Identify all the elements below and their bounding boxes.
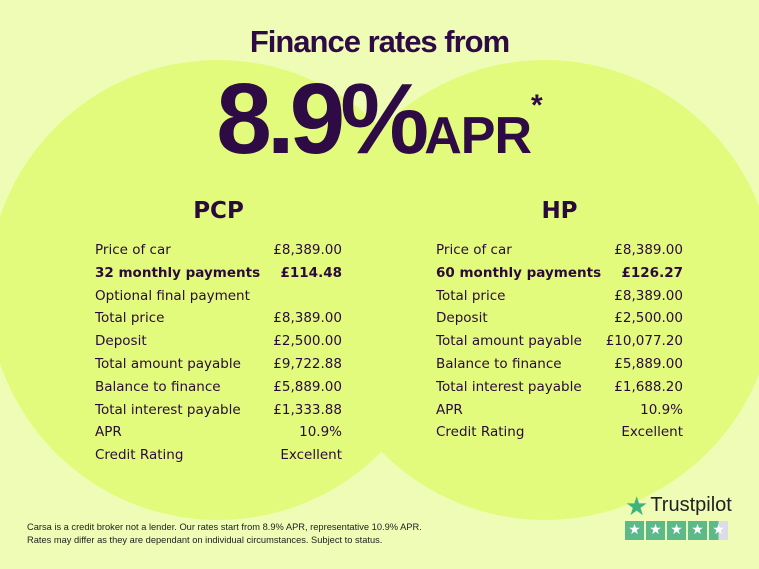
row-value: £10,077.20 (605, 333, 683, 350)
table-row: Total price £8,389.00 (436, 285, 683, 308)
row-label: Balance to finance (436, 355, 562, 372)
disclaimer-line: Rates may differ as they are dependant o… (27, 535, 383, 545)
row-label: 32 monthly payments (95, 264, 261, 281)
row-value: £9,722.88 (273, 355, 342, 372)
row-value: £8,389.00 (273, 242, 342, 258)
row-label: Balance to finance (95, 378, 221, 395)
table-row: 60 monthly payments £126.27 (436, 262, 683, 285)
table-row: Deposit £2,500.00 (436, 307, 683, 330)
row-value: 10.9% (299, 424, 342, 441)
table-row: Deposit £2,500.00 (95, 330, 342, 353)
row-value: £1,333.88 (273, 401, 342, 418)
row-value: £2,500.00 (614, 310, 683, 327)
rating-star-icon: ★ (667, 521, 686, 540)
rating-star-icon: ★ (646, 521, 665, 540)
trustpilot-badge[interactable]: ★ Trustpilot ★ ★ ★ ★ ★ (625, 490, 732, 540)
row-value: £8,389.00 (273, 310, 342, 327)
row-label: 60 monthly payments (436, 264, 602, 281)
table-row: Credit Rating Excellent (436, 421, 683, 444)
table-row: APR 10.9% (95, 421, 342, 444)
row-value: £8,389.00 (614, 242, 683, 258)
rate-display: 8.9%APR* (0, 62, 759, 177)
trustpilot-rating: ★ ★ ★ ★ ★ (625, 521, 732, 540)
disclaimer-line: Carsa is a credit broker not a lender. O… (27, 522, 422, 532)
trustpilot-label: Trustpilot (650, 494, 732, 516)
rating-star-icon: ★ (709, 521, 728, 540)
hp-plan: HP Price of car £8,389.00 60 monthly payme… (436, 198, 683, 444)
decorative-circle-right (315, 60, 759, 520)
row-value: £126.27 (621, 264, 684, 281)
table-row: Total interest payable £1,333.88 (95, 399, 342, 422)
rate-unit: APR (424, 107, 532, 165)
row-value: 10.9% (640, 401, 683, 418)
row-label: Credit Rating (436, 424, 525, 441)
row-label: Optional final payment (95, 287, 250, 304)
table-row: Total amount payable £10,077.20 (436, 330, 683, 353)
table-row: APR 10.9% (436, 399, 683, 422)
disclaimer: Carsa is a credit broker not a lender. O… (27, 521, 422, 547)
table-row: Price of car £8,389.00 (436, 239, 683, 262)
rating-star-icon: ★ (625, 521, 644, 540)
row-label: Total price (436, 287, 506, 304)
table-row: Credit Rating Excellent (95, 444, 342, 467)
row-label: Deposit (436, 310, 488, 327)
row-value: £5,889.00 (614, 355, 683, 372)
row-label: Credit Rating (95, 447, 184, 464)
table-row: Balance to finance £5,889.00 (95, 376, 342, 399)
table-row: Price of car £8,389.00 (95, 239, 342, 262)
table-row: Total price £8,389.00 (95, 307, 342, 330)
row-label: Total amount payable (95, 355, 241, 372)
row-label: APR (95, 424, 122, 441)
row-label: APR (436, 401, 463, 418)
table-row: Optional final payment (95, 285, 342, 308)
row-value: £8,389.00 (614, 287, 683, 304)
row-label: Total price (95, 310, 165, 327)
row-value: Excellent (621, 424, 683, 441)
table-row: Balance to finance £5,889.00 (436, 353, 683, 376)
row-label: Deposit (95, 333, 147, 350)
table-row: Total amount payable £9,722.88 (95, 353, 342, 376)
table-row: 32 monthly payments £114.48 (95, 262, 342, 285)
row-value: £1,688.20 (614, 378, 683, 395)
plan-title: HP (541, 198, 578, 224)
star-icon: ★ (625, 490, 649, 521)
pcp-plan: PCP Price of car £8,389.00 32 monthly paym… (95, 198, 342, 467)
row-value: Excellent (280, 447, 342, 464)
rate-value: 8.9% (216, 63, 429, 175)
row-label: Total interest payable (95, 401, 241, 418)
headline: Finance rates from (249, 24, 510, 59)
table-row: Total interest payable £1,688.20 (436, 376, 683, 399)
row-value: £5,889.00 (273, 378, 342, 395)
row-label: Total interest payable (436, 378, 582, 395)
row-label: Price of car (95, 242, 171, 258)
row-label: Price of car (436, 242, 512, 258)
plan-title: PCP (193, 198, 244, 224)
row-value: £114.48 (280, 264, 343, 281)
row-value: £2,500.00 (273, 333, 342, 350)
rate-marker: * (531, 89, 543, 122)
rating-star-icon: ★ (688, 521, 707, 540)
row-label: Total amount payable (436, 333, 582, 350)
